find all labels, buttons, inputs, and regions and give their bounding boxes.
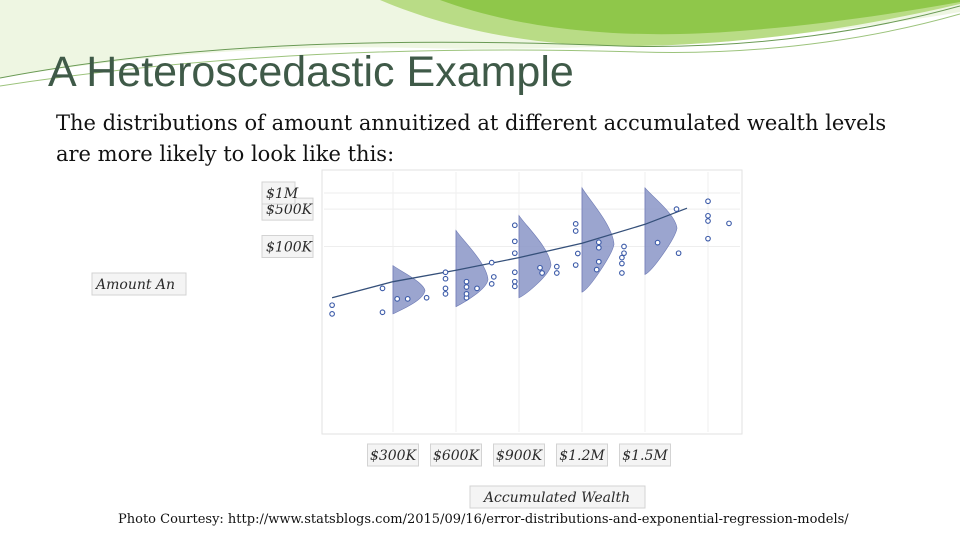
data-point <box>511 269 518 276</box>
data-point <box>705 218 711 224</box>
x-tick-box <box>367 443 419 467</box>
x-tick-box <box>619 443 671 467</box>
data-point <box>474 285 480 292</box>
data-point <box>394 296 401 302</box>
decorative-swoosh-bright <box>440 0 960 35</box>
trend-line <box>331 207 688 299</box>
data-point <box>463 291 470 297</box>
y-tick-label: $500K <box>266 202 314 218</box>
data-point <box>329 302 335 309</box>
data-point <box>463 278 470 285</box>
data-point <box>442 275 449 282</box>
data-point <box>621 243 627 250</box>
data-point <box>553 270 560 276</box>
data-point <box>553 263 560 270</box>
data-point <box>488 259 495 266</box>
y-axis-title: Amount An <box>94 277 175 293</box>
x-tick-box <box>493 443 545 467</box>
data-point <box>595 258 602 265</box>
x-tick-label: $300K <box>370 448 418 464</box>
x-tick-box <box>430 443 482 467</box>
data-point <box>673 206 680 212</box>
x-tick-box <box>556 443 608 467</box>
slide-title: A Heteroscedastic Example <box>48 48 574 96</box>
data-point <box>619 270 625 276</box>
data-point <box>490 274 497 280</box>
data-point <box>442 291 449 297</box>
data-point <box>574 250 581 257</box>
data-point <box>572 262 579 268</box>
data-point <box>404 296 411 302</box>
x-tick-label: $1.2M <box>559 448 605 464</box>
data-point <box>463 284 470 290</box>
data-points <box>329 198 732 317</box>
x-tick-label: $900K <box>496 448 544 464</box>
distribution-shape <box>644 186 678 275</box>
data-point <box>442 285 449 292</box>
slide-decoration <box>0 0 960 87</box>
data-point <box>675 250 682 257</box>
x-axis-title: Accumulated Wealth <box>482 490 630 506</box>
data-point <box>539 270 545 276</box>
data-point <box>705 198 711 205</box>
data-point <box>511 250 518 257</box>
slide-body-text: The distributions of amount annuitized a… <box>56 111 887 166</box>
data-point <box>511 238 518 245</box>
y-tick-box <box>261 181 296 205</box>
x-axis-label: Accumulated Wealth <box>469 485 646 509</box>
data-point <box>572 228 579 234</box>
photo-credit: Photo Courtesy: http://www.statsblogs.co… <box>118 512 849 527</box>
data-point <box>379 285 386 292</box>
data-point <box>619 254 625 261</box>
x-tick-label: $600K <box>433 448 481 464</box>
data-point <box>423 294 430 301</box>
data-point <box>593 266 600 273</box>
decorative-line-1 <box>0 5 960 79</box>
x-tick-label: $1.5M <box>622 448 668 464</box>
data-point <box>572 221 579 227</box>
data-point <box>726 220 732 227</box>
data-point <box>619 260 625 267</box>
data-point <box>329 311 335 317</box>
distribution-shape <box>518 214 552 299</box>
data-point <box>595 244 602 251</box>
data-point <box>511 222 518 229</box>
data-point <box>379 309 386 316</box>
data-point <box>442 269 449 276</box>
data-point <box>537 264 543 271</box>
y-tick-labels: $100K $500K$1M <box>261 181 314 258</box>
data-point <box>654 239 661 246</box>
data-point <box>705 212 711 219</box>
distribution-shape <box>392 264 426 315</box>
decorative-line-2 <box>0 13 960 87</box>
data-point <box>488 281 495 287</box>
data-point <box>621 250 627 257</box>
y-tick-label: $100K <box>266 240 314 256</box>
data-point <box>595 239 602 246</box>
y-tick-label: $1M <box>266 186 299 202</box>
data-point <box>511 278 518 285</box>
data-point <box>705 235 711 242</box>
y-tick-box <box>261 235 314 258</box>
y-axis-label: Amount An <box>91 272 187 296</box>
data-point <box>511 283 518 290</box>
x-tick-labels: $300K $600K $900K $1.2M $1.5M <box>367 443 671 467</box>
